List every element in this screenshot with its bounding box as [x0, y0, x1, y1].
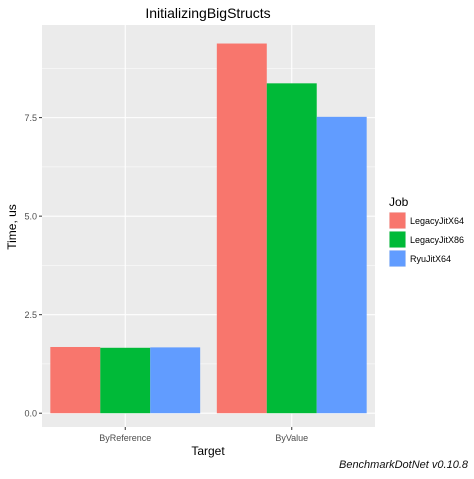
legend-label: LegacyJitX86	[410, 235, 464, 245]
footer-credit: BenchmarkDotNet v0.10.8	[338, 459, 468, 471]
legend: Job LegacyJitX64 LegacyJitX86 RyuJitX64	[389, 195, 464, 267]
bar	[216, 43, 267, 414]
y-tick-label: 2.5	[24, 310, 37, 320]
y-axis-label: Time, us	[5, 204, 19, 250]
legend-key-swatch	[389, 250, 406, 267]
legend-title: Job	[389, 195, 409, 209]
legend-label: LegacyJitX64	[410, 216, 464, 226]
plot-panel: 0.0 2.5 5.0 7.5 ByReference ByValue	[24, 25, 375, 443]
bar	[100, 347, 151, 414]
x-tick-label: ByReference	[99, 433, 151, 443]
bar	[50, 346, 101, 414]
legend-key-swatch	[389, 212, 406, 229]
x-tick-label: ByValue	[275, 433, 308, 443]
y-tick-label: 5.0	[24, 212, 37, 222]
bar	[150, 347, 201, 414]
bar	[266, 83, 317, 414]
legend-key-swatch	[389, 231, 406, 248]
x-axis-label: Target	[191, 444, 225, 458]
y-tick-label: 0.0	[24, 409, 37, 419]
legend-label: RyuJitX64	[410, 254, 451, 264]
bar	[316, 116, 367, 414]
chart-title: InitializingBigStructs	[145, 5, 270, 21]
y-tick-label: 7.5	[24, 113, 37, 123]
